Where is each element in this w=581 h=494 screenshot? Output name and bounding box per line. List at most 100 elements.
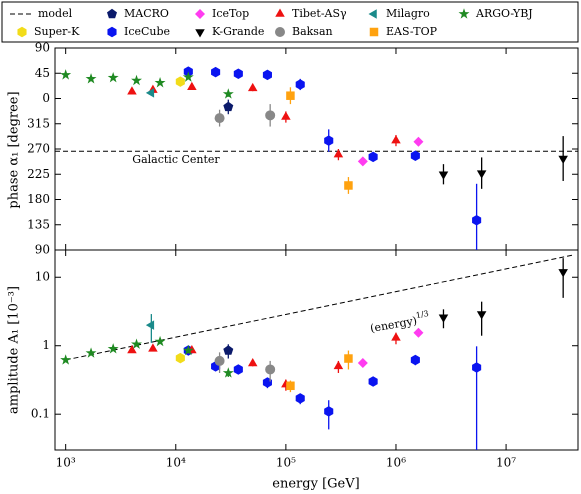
- legend-marker: [107, 8, 117, 19]
- phase-point: [368, 151, 378, 163]
- legend-label: Super-K: [34, 25, 80, 38]
- x-tick-label: 10⁵: [276, 456, 296, 470]
- x-tick-label: 10⁷: [496, 456, 516, 470]
- legend-marker: [107, 26, 117, 38]
- amplitude-point: [127, 345, 137, 354]
- phase-point: [145, 88, 155, 98]
- amplitude-point: [368, 376, 378, 387]
- legend-label: K-Grande: [212, 25, 264, 38]
- phase-point: [324, 135, 334, 146]
- legend-marker: [17, 26, 27, 38]
- legend-label: Baksan: [292, 25, 333, 38]
- phase-point: [131, 74, 142, 86]
- phase-point: [558, 155, 568, 165]
- phase-point: [154, 77, 166, 88]
- legend-label: EAS-TOP: [386, 25, 438, 38]
- legend-label: Milagro: [386, 7, 430, 20]
- y-tick-label: 225: [27, 167, 50, 181]
- amplitude-point: [410, 354, 420, 366]
- amplitude-point: [558, 269, 568, 278]
- amplitude-point: [222, 367, 234, 378]
- amplitude-point: [476, 311, 487, 320]
- amplitude-point: [247, 358, 258, 367]
- amplitude-point: [148, 343, 158, 352]
- legend-label: MACRO: [124, 7, 169, 20]
- phase-point: [107, 71, 119, 83]
- x-tick-label: 10⁴: [166, 456, 186, 470]
- phase-point: [410, 150, 420, 161]
- amplitude-point: [344, 354, 353, 363]
- amplitude-point: [154, 335, 166, 347]
- phase-point: [223, 101, 234, 112]
- phase-point: [247, 82, 258, 92]
- amplitude-point: [472, 362, 482, 373]
- legend-label: Tibet-ASγ: [292, 7, 347, 20]
- y-tick-label: 90: [35, 41, 50, 55]
- x-tick-label: 10³: [56, 456, 76, 470]
- y-tick-label: 135: [27, 217, 50, 231]
- amplitude-point: [85, 347, 97, 358]
- phase-point: [281, 111, 291, 120]
- y-tick-label: 315: [27, 116, 50, 130]
- amplitude-axis-label: amplitude A₁ [10⁻³]: [7, 286, 22, 414]
- amplitude-point: [438, 314, 449, 323]
- phase-point: [60, 69, 72, 80]
- y-tick-label: 0.1: [31, 407, 50, 421]
- amplitude-point: [182, 344, 194, 356]
- amplitude-point: [233, 364, 243, 375]
- phase-point: [222, 88, 234, 99]
- phase-point: [265, 110, 276, 121]
- phase-point: [344, 181, 353, 190]
- y-tick-label: 90: [35, 243, 50, 257]
- phase-point: [214, 113, 225, 124]
- y-tick-label: 1: [42, 338, 50, 352]
- phase-point: [233, 68, 243, 80]
- amplitude-point: [413, 327, 424, 338]
- phase-point: [472, 215, 482, 226]
- amplitude-point: [391, 332, 401, 341]
- amplitude-point: [223, 345, 234, 355]
- amplitude-point: [295, 393, 305, 404]
- amplitude-plot: [60, 254, 573, 450]
- phase-point: [413, 136, 424, 147]
- x-tick-label: 10⁶: [386, 456, 406, 470]
- phase-point: [391, 135, 401, 144]
- y-tick-label: 180: [27, 192, 50, 206]
- phase-plot: [55, 66, 578, 250]
- phase-point: [262, 69, 272, 81]
- amplitude-point: [175, 352, 185, 364]
- phase-point: [182, 71, 194, 82]
- amplitude-point: [357, 357, 368, 368]
- phase-frame: [54, 47, 579, 251]
- amplitude-point: [286, 381, 295, 391]
- phase-point: [211, 66, 221, 78]
- y-tick-label: 10: [35, 270, 50, 284]
- y-tick-label: 45: [35, 66, 50, 80]
- legend-marker: [195, 29, 205, 38]
- y-tick-label: 270: [27, 142, 50, 156]
- amplitude-point: [324, 406, 334, 417]
- x-axis-label: energy [GeV]: [272, 477, 359, 492]
- legend-marker: [458, 8, 470, 19]
- phase-point: [357, 156, 368, 167]
- legend-marker: [368, 9, 377, 19]
- phase-point: [476, 170, 487, 179]
- phase-point: [286, 91, 295, 100]
- legend-marker: [369, 27, 379, 37]
- phase-point: [438, 171, 449, 180]
- legend-box: [1, 1, 579, 43]
- model-line: [65, 254, 573, 361]
- phase-point: [187, 81, 197, 91]
- legend-label: IceTop: [212, 7, 249, 20]
- amplitude-point: [265, 364, 276, 375]
- legend-label: ARGO-YBJ: [475, 7, 533, 20]
- model-annotation-base: (energy): [369, 314, 418, 335]
- phase-point: [295, 79, 305, 90]
- model-annotation-sup: 1/3: [415, 309, 429, 320]
- y-tick-label: 0: [42, 91, 50, 105]
- galactic-center-label: Galactic Center: [132, 153, 220, 166]
- amplitude-point: [333, 360, 344, 370]
- legend-label: model: [38, 7, 73, 20]
- legend-marker: [275, 8, 285, 17]
